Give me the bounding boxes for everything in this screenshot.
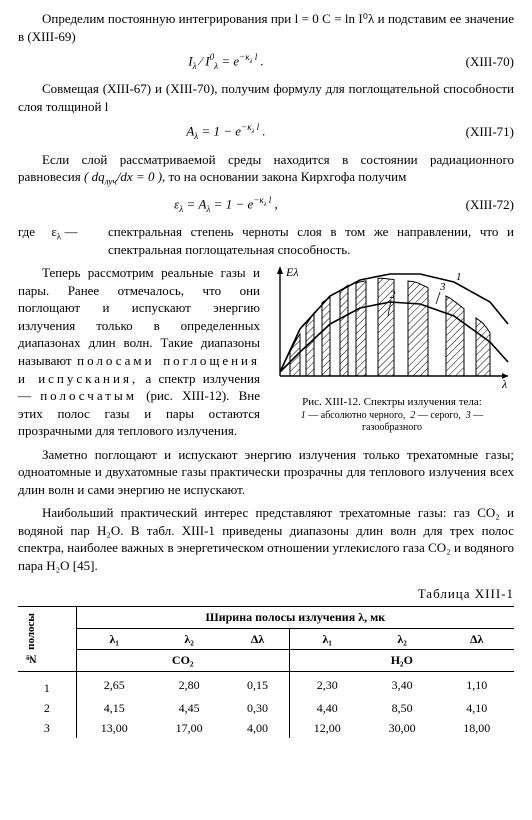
spanhead: Ширина полосы излучения λ, мк <box>76 607 514 629</box>
table-row: 313,0017,004,0012,0030,0018,00 <box>18 718 514 738</box>
def-sym: ελ — <box>51 224 77 239</box>
svg-text:Eλ: Eλ <box>285 265 299 279</box>
svg-text:2: 2 <box>390 289 396 301</box>
para-kirchhoff: Если слой рассматриваемой среды находитс… <box>18 151 514 188</box>
eqnum-72: (XIII-72) <box>434 196 514 214</box>
th-dlb: Δλ <box>439 628 514 650</box>
th-l1b: λ₁ <box>289 628 365 650</box>
para-intro: Определим постоянную интегрирования при … <box>18 10 514 45</box>
eqnum-70: (XIII-70) <box>434 53 514 71</box>
para3b: , то на основании закона Кирхгофа получи… <box>162 169 406 184</box>
th-l2b: λ₂ <box>365 628 440 650</box>
definition-eps: где ελ — спектральная степень черноты сл… <box>18 223 514 258</box>
table-row: 24,154,450,304,408,504,10 <box>18 698 514 718</box>
equation-70: Iλ ⁄ I0λ = e−κλ l . (XIII-70) <box>18 51 514 72</box>
svg-text:λ: λ <box>501 377 507 391</box>
para-practical: Наибольший практический интерес представ… <box>18 504 514 574</box>
th-dla: Δλ <box>226 628 289 650</box>
figure-caption: Рис. XIII-12. Спектры излучения тела: <box>270 396 514 410</box>
def-text: спектральная степень черноты слоя в том … <box>108 223 514 258</box>
svg-text:3: 3 <box>439 281 446 293</box>
def-gde: где <box>18 224 35 239</box>
svg-text:1: 1 <box>456 271 462 283</box>
para-gases: Теперь рассмотрим реальные газы и пары. … <box>18 264 260 439</box>
table-bands: № полосы Ширина полосы излучения λ, мк λ… <box>18 606 514 738</box>
th-l2a: λ₂ <box>152 628 227 650</box>
equation-72: ελ = Aλ = 1 − e−κλ l , (XIII-72) <box>18 194 514 215</box>
table-title: Таблица XIII-1 <box>18 585 514 603</box>
th-h2o: H₂O <box>289 650 514 672</box>
rowhead: № полосы <box>22 609 41 669</box>
th-co2: CO₂ <box>76 650 289 672</box>
para-combine: Совмещая (XIII-67) и (XIII-70), получим … <box>18 80 514 115</box>
th-l1a: λ₁ <box>76 628 152 650</box>
figure-spectra: Eλ λ 1 2 3 <box>270 264 514 392</box>
equation-71: Aλ = 1 − e−κλ l . (XIII-71) <box>18 121 514 142</box>
eqnum-71: (XIII-71) <box>434 123 514 141</box>
col-para-sp2: полосчатым <box>40 388 137 403</box>
figure-legend: 1 — абсолютно черного, 2 — серого, 3 — г… <box>270 410 514 434</box>
table-row: 12,652,800,152,303,401,10 <box>18 671 514 698</box>
para-triatomic: Заметно поглощают и испускают энергию из… <box>18 446 514 499</box>
